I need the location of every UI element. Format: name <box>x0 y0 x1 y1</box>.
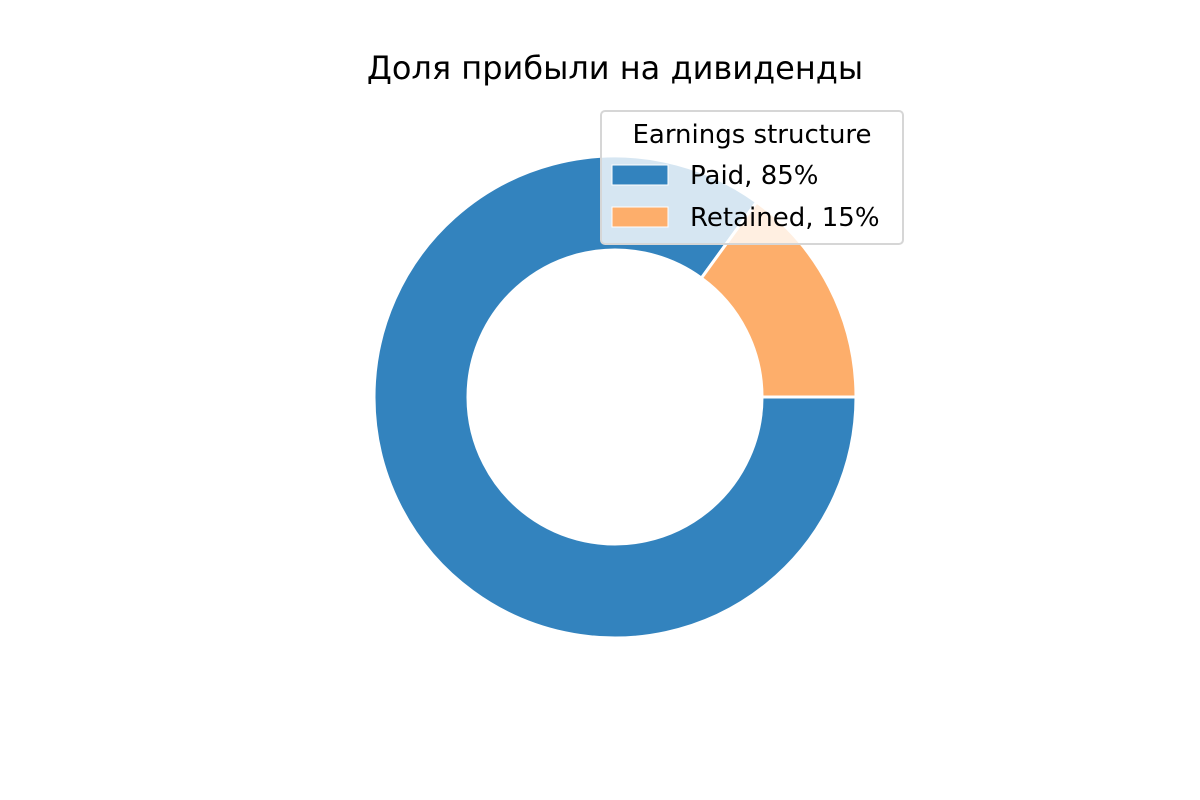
legend-label-retained: Retained, 15% <box>690 203 880 233</box>
legend-label-paid: Paid, 85% <box>690 161 819 191</box>
legend-swatch-retained <box>611 206 669 228</box>
legend: Earnings structure Paid, 85% Retained, 1… <box>600 110 904 245</box>
slice-retained <box>699 199 858 399</box>
chart-title: Доля прибыли на дивиденды <box>367 49 863 87</box>
legend-title: Earnings structure <box>632 120 871 150</box>
donut-slices <box>372 154 858 640</box>
legend-swatch-paid <box>611 164 669 186</box>
legend-frame <box>600 110 904 245</box>
